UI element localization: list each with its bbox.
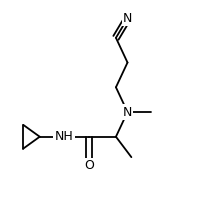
Text: N: N — [122, 12, 132, 25]
Text: O: O — [84, 159, 93, 172]
Text: N: N — [122, 106, 132, 118]
Text: NH: NH — [54, 130, 73, 143]
